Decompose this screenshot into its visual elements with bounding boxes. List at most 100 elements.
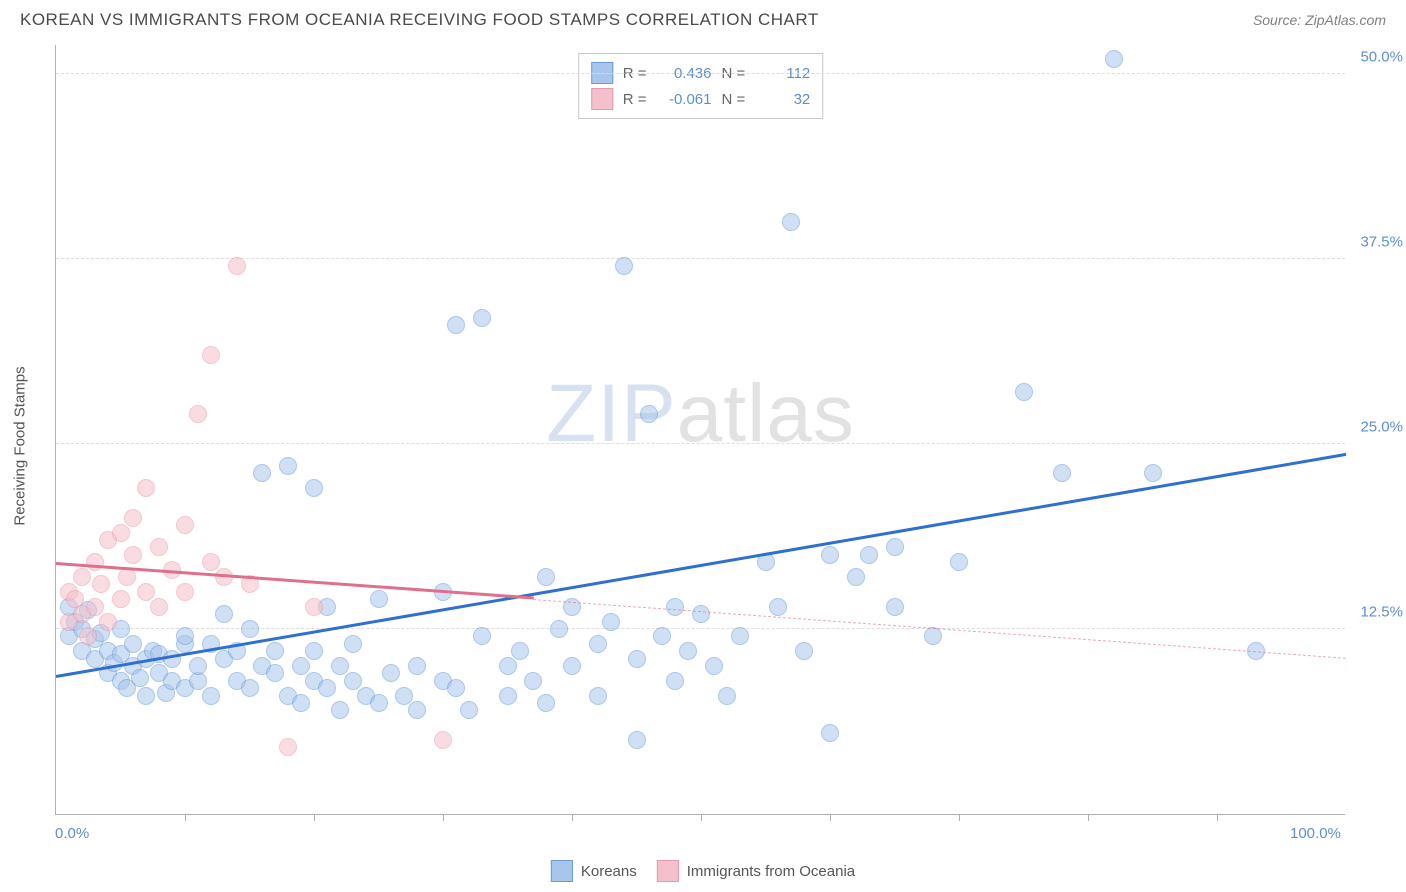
point-oceania [150,538,168,556]
point-koreans [550,620,568,638]
point-oceania [150,598,168,616]
point-koreans [679,642,697,660]
point-oceania [305,598,323,616]
point-koreans [769,598,787,616]
x-tick [185,814,186,821]
chart-title: KOREAN VS IMMIGRANTS FROM OCEANIA RECEIV… [20,10,819,30]
point-koreans [795,642,813,660]
point-koreans [279,457,297,475]
point-koreans [241,679,259,697]
point-koreans [202,687,220,705]
watermark: ZIPatlas [546,367,855,461]
point-koreans [331,701,349,719]
point-koreans [821,546,839,564]
point-koreans [950,553,968,571]
x-tick [701,814,702,821]
legend-swatch [551,860,573,882]
point-koreans [176,627,194,645]
x-axis-max-label: 100.0% [1290,825,1341,842]
point-koreans [499,657,517,675]
point-koreans [124,635,142,653]
point-oceania [118,568,136,586]
point-koreans [241,620,259,638]
y-tick-label: 50.0% [1360,48,1403,65]
point-koreans [666,598,684,616]
legend-label: Immigrants from Oceania [687,863,855,880]
y-tick-label: 25.0% [1360,418,1403,435]
point-koreans [537,694,555,712]
point-koreans [266,664,284,682]
point-koreans [447,316,465,334]
point-oceania [112,590,130,608]
point-oceania [434,731,452,749]
point-koreans [460,701,478,719]
point-koreans [292,657,310,675]
point-koreans [253,464,271,482]
point-koreans [137,687,155,705]
x-axis-min-label: 0.0% [55,825,89,842]
point-koreans [215,605,233,623]
point-koreans [886,598,904,616]
point-koreans [821,724,839,742]
point-koreans [305,479,323,497]
point-koreans [382,664,400,682]
point-koreans [395,687,413,705]
point-oceania [189,405,207,423]
point-koreans [447,679,465,697]
point-oceania [279,738,297,756]
point-oceania [73,568,91,586]
point-koreans [511,642,529,660]
point-oceania [79,627,97,645]
point-koreans [344,635,362,653]
point-koreans [370,590,388,608]
point-koreans [318,679,336,697]
x-tick [314,814,315,821]
point-koreans [408,701,426,719]
point-koreans [563,657,581,675]
point-koreans [628,731,646,749]
y-tick-label: 37.5% [1360,233,1403,250]
x-tick [1217,814,1218,821]
point-koreans [860,546,878,564]
point-oceania [92,575,110,593]
scatter-chart: ZIPatlas R = 0.436 N = 112 R = -0.061 N … [55,45,1345,815]
point-koreans [370,694,388,712]
point-koreans [344,672,362,690]
x-tick [1088,814,1089,821]
gridline [56,73,1345,74]
point-koreans [602,613,620,631]
swatch-oceania [591,88,613,110]
point-koreans [782,213,800,231]
point-koreans [189,657,207,675]
point-oceania [86,598,104,616]
point-oceania [112,524,130,542]
point-koreans [705,657,723,675]
point-oceania [176,583,194,601]
point-koreans [305,642,323,660]
point-oceania [124,546,142,564]
point-koreans [524,672,542,690]
source-attribution: Source: ZipAtlas.com [1253,12,1386,28]
point-koreans [408,657,426,675]
point-koreans [718,687,736,705]
point-oceania [124,509,142,527]
y-tick-label: 12.5% [1360,603,1403,620]
gridline [56,443,1345,444]
point-koreans [653,627,671,645]
legend-label: Koreans [581,863,637,880]
correlation-legend: R = 0.436 N = 112 R = -0.061 N = 32 [578,53,824,119]
point-koreans [499,687,517,705]
point-koreans [266,642,284,660]
point-koreans [886,538,904,556]
point-koreans [1015,383,1033,401]
point-oceania [202,553,220,571]
point-koreans [537,568,555,586]
point-oceania [99,613,117,631]
point-koreans [589,635,607,653]
x-tick [830,814,831,821]
point-oceania [86,553,104,571]
y-axis-title: Receiving Food Stamps [12,366,29,525]
chart-header: KOREAN VS IMMIGRANTS FROM OCEANIA RECEIV… [0,0,1406,38]
legend-row-oceania: R = -0.061 N = 32 [591,86,811,112]
legend-item: Immigrants from Oceania [657,860,855,882]
